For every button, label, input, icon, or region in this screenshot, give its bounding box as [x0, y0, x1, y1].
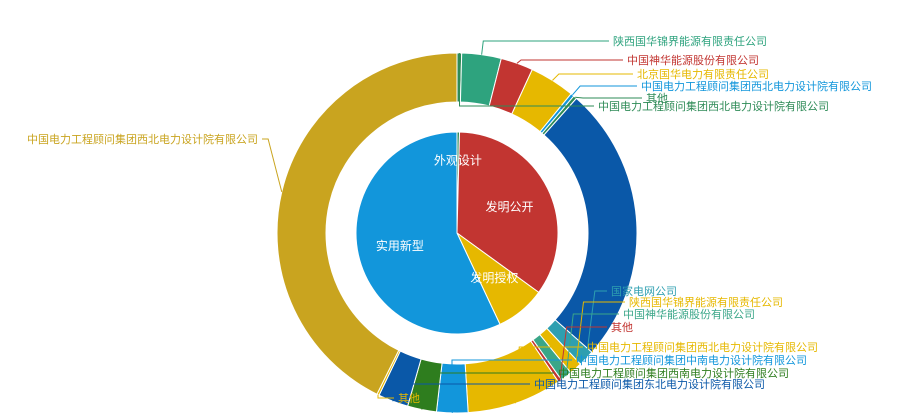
- outer-slice-label: 中国电力工程顾问集团西南电力设计院有限公司: [558, 366, 789, 380]
- outer-labels: 中国电力工程顾问集团西北电力设计院有限公司陕西国华锦界能源有限责任公司中国神华能…: [27, 34, 872, 405]
- leader-line: [565, 313, 619, 377]
- leader-line: [377, 394, 394, 399]
- inner-slice-label: 实用新型: [376, 238, 424, 253]
- outer-slice-label: 中国电力工程顾问集团西北电力设计院有限公司: [27, 132, 258, 146]
- outer-slice-label: 陕西国华锦界能源有限责任公司: [629, 295, 783, 309]
- outer-slice-label: 其他: [398, 392, 420, 405]
- outer-slice-label: 中国电力工程顾问集团西北电力设计院有限公司: [641, 79, 872, 93]
- outer-slice-label: 中国神华能源股份有限公司: [623, 307, 755, 321]
- outer-slice-label: 其他: [646, 92, 668, 105]
- outer-slice-label: 其他: [611, 321, 633, 334]
- leader-line: [262, 138, 283, 193]
- leader-line: [516, 59, 623, 64]
- outer-slice-label: 中国电力工程顾问集团中南电力设计院有限公司: [576, 353, 807, 367]
- leader-line: [388, 383, 530, 402]
- label-leaders: [262, 40, 642, 413]
- leader-line: [481, 40, 609, 55]
- inner-slice-4[interactable]: [355, 131, 501, 335]
- leader-line: [575, 301, 625, 369]
- leader-line: [451, 359, 572, 413]
- outer-slice-label: 中国神华能源股份有限公司: [627, 53, 759, 67]
- outer-slice-label: 中国电力工程顾问集团西北电力设计院有限公司: [598, 99, 829, 113]
- inner-slice-label: 发明授权: [470, 270, 518, 285]
- outer-slice-label: 中国电力工程顾问集团东北电力设计院有限公司: [534, 377, 765, 391]
- outer-slice-label: 中国电力工程顾问集团西北电力设计院有限公司: [587, 340, 818, 354]
- leader-line: [572, 85, 637, 96]
- inner-slice-2[interactable]: [456, 131, 559, 294]
- outer-slice-label: 北京国华电力有限责任公司: [637, 67, 769, 81]
- leader-line: [585, 290, 607, 359]
- outer-slice-label: 陕西国华锦界能源有限责任公司: [613, 34, 767, 48]
- inner-slice-label: 发明公开: [486, 199, 534, 214]
- leader-line: [514, 346, 583, 404]
- inner-pie: [355, 131, 559, 335]
- leader-line: [575, 96, 642, 99]
- leader-line: [559, 326, 607, 381]
- leader-line: [458, 53, 594, 107]
- inner-slice-label: 外观设计: [434, 153, 482, 167]
- outer-slice-17[interactable]: [276, 52, 458, 395]
- outer-slice-label: 国家电网公司: [611, 284, 677, 298]
- leader-line: [552, 73, 633, 81]
- outer-ring: [276, 52, 638, 414]
- leader-line: [419, 372, 554, 410]
